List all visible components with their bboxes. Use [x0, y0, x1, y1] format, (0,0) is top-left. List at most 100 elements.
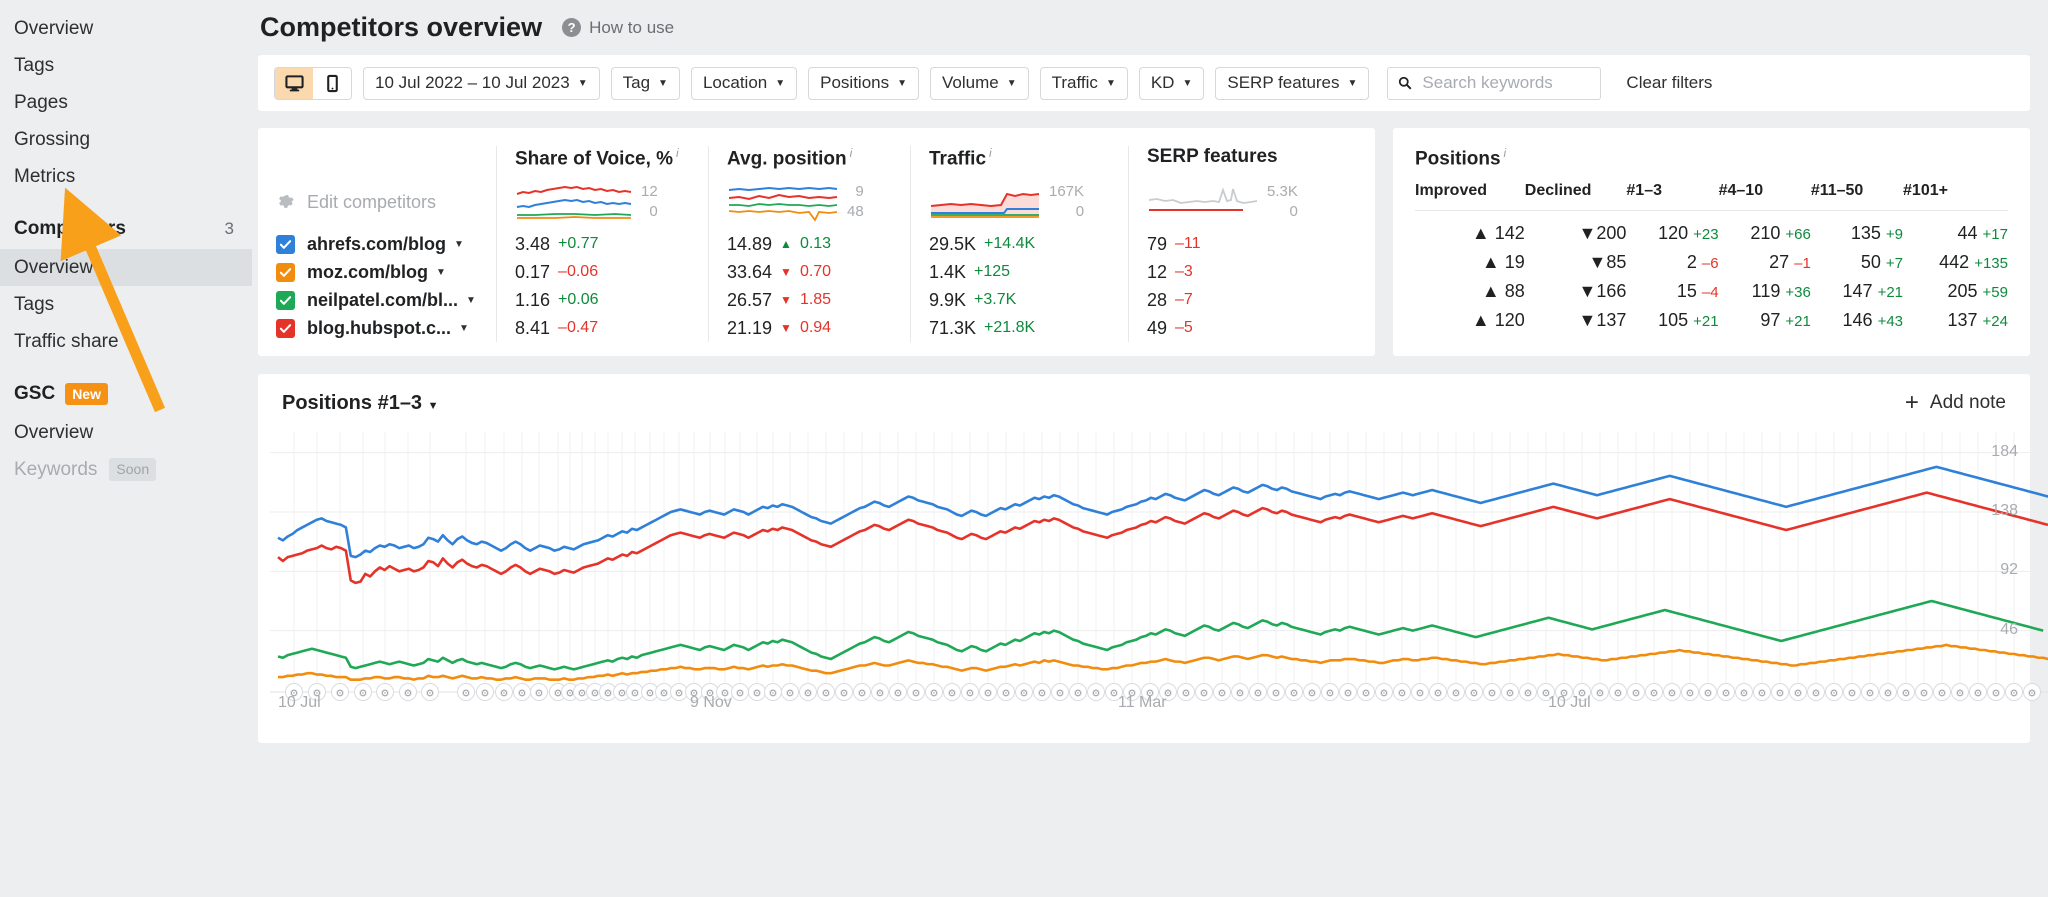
svg-text:⚙: ⚙	[381, 689, 390, 700]
note-marker: ⚙	[2005, 683, 2023, 701]
svg-text:⚙: ⚙	[1272, 689, 1281, 700]
bucket-delta: +17	[1982, 226, 2008, 243]
info-icon[interactable]: i	[849, 146, 853, 160]
chevron-down-icon[interactable]: ▼	[436, 266, 446, 278]
bucket-value: 137	[1947, 310, 1978, 330]
note-marker: ⚙	[1015, 683, 1033, 701]
date-range-picker[interactable]: 10 Jul 2022 – 10 Jul 2023 ▼	[363, 66, 600, 100]
svg-text:⚙: ⚙	[462, 689, 471, 700]
metric-value: 79	[1147, 233, 1168, 254]
svg-text:⚙: ⚙	[2010, 689, 2019, 700]
info-icon[interactable]: i	[676, 146, 679, 160]
note-marker: ⚙	[1087, 683, 1105, 701]
note-marker: ⚙	[817, 683, 835, 701]
sidebar-item-gsc-keywords[interactable]: Keywords Soon	[0, 451, 252, 488]
improved-cell: ▲ 88	[1481, 281, 1525, 301]
svg-text:⚙: ⚙	[1848, 689, 1857, 700]
competitor-name[interactable]: blog.hubspot.c...	[307, 317, 451, 338]
sidebar-section-competitors: Competitors 3	[0, 209, 252, 249]
svg-text:⚙: ⚙	[1560, 689, 1569, 700]
chevron-down-icon: ▼	[577, 77, 588, 89]
note-marker: ⚙	[1537, 683, 1555, 701]
metric-value: 0.17	[515, 261, 551, 282]
mobile-icon[interactable]	[313, 67, 351, 99]
sidebar-item-overview[interactable]: Overview	[0, 10, 252, 47]
filter-kd[interactable]: KD ▼	[1138, 66, 1205, 100]
sidebar-item-gsc-overview[interactable]: Overview	[0, 414, 252, 451]
chevron-down-icon[interactable]: ▼	[454, 238, 464, 250]
sidebar-item-tags[interactable]: Tags	[0, 47, 252, 84]
chart-svg[interactable]: ⚙ ⚙ ⚙ ⚙ ⚙ ⚙ ⚙ ⚙ ⚙ ⚙ ⚙ ⚙ ⚙ ⚙ ⚙ ⚙ ⚙ ⚙ ⚙ ⚙ ⚙ ⚙ ⚙ ⚙ ⚙ ⚙ ⚙ ⚙ ⚙ ⚙ ⚙ ⚙ ⚙ ⚙ ⚙ ⚙ ⚙ ⚙ ⚙ ⚙…	[270, 432, 2048, 722]
col-11-50: #11–50	[1810, 182, 1904, 211]
competitor-name[interactable]: ahrefs.com/blog	[307, 233, 447, 254]
note-marker: ⚙	[1609, 683, 1627, 701]
filter-tag[interactable]: Tag ▼	[610, 66, 680, 100]
info-icon[interactable]: i	[989, 146, 992, 160]
chart-metric-selector[interactable]: Positions #1–3 ▼	[282, 391, 439, 414]
sparkline-svg	[1148, 187, 1258, 211]
search-input[interactable]	[1422, 73, 1591, 93]
note-marker: ⚙	[1933, 683, 1951, 701]
competitor-name[interactable]: neilpatel.com/bl...	[307, 289, 459, 310]
sidebar-item-grossing[interactable]: Grossing	[0, 121, 252, 158]
metric-cell: 0.17 –0.06	[515, 258, 690, 286]
metric-cell: 12 –3	[1147, 258, 1325, 286]
filter-traffic[interactable]: Traffic ▼	[1039, 66, 1128, 100]
device-toggle[interactable]	[274, 66, 352, 100]
y-tick-label: 46	[2000, 620, 2018, 638]
filter-volume[interactable]: Volume ▼	[930, 66, 1029, 100]
sidebar-item-competitors-tags[interactable]: Tags	[0, 286, 252, 323]
desktop-icon[interactable]	[275, 67, 313, 99]
clear-filters-button[interactable]: Clear filters	[1626, 73, 1713, 92]
chart-x-axis: 10 Jul 9 Nov 11 Mar 10 Jul	[258, 694, 2030, 714]
svg-text:⚙: ⚙	[1326, 689, 1335, 700]
chevron-down-icon[interactable]: ▼	[466, 294, 476, 306]
metric-cell: 79 –11	[1147, 230, 1325, 258]
competitor-checkbox[interactable]	[276, 318, 295, 338]
note-marker: ⚙	[457, 683, 475, 701]
trend-down-icon: ▼	[780, 293, 792, 307]
note-marker: ⚙	[1861, 683, 1879, 701]
competitors-count: 3	[224, 219, 234, 238]
svg-text:⚙: ⚙	[1578, 689, 1587, 700]
table-row: ▲ 19 ▼85 2 –6 27 –1 50 +7 442 +135	[1415, 248, 2008, 277]
svg-text:⚙: ⚙	[1938, 689, 1947, 700]
note-marker: ⚙	[1411, 683, 1429, 701]
sidebar-item-competitors-overview[interactable]: Overview	[0, 249, 252, 286]
positions-card: Positions i Improved Declined #1–3 #4–10 …	[1393, 128, 2030, 356]
competitor-checkbox[interactable]	[276, 262, 295, 282]
bucket-delta: +24	[1982, 313, 2008, 330]
note-marker: ⚙	[1357, 683, 1375, 701]
competitor-row: ahrefs.com/blog ▼	[276, 230, 478, 258]
svg-text:⚙: ⚙	[1308, 689, 1317, 700]
search-box[interactable]	[1387, 66, 1602, 100]
note-marker: ⚙	[1771, 683, 1789, 701]
metric-delta: –0.06	[558, 263, 599, 280]
sidebar-item-pages[interactable]: Pages	[0, 84, 252, 121]
sidebar-item-traffic-share[interactable]: Traffic share	[0, 323, 252, 360]
y-tick-label: 184	[1991, 442, 2018, 460]
competitor-name[interactable]: moz.com/blog	[307, 261, 428, 282]
chevron-down-icon[interactable]: ▼	[458, 322, 469, 334]
metric-cell: 26.57 ▼ 1.85	[727, 286, 892, 314]
filter-positions[interactable]: Positions ▼	[808, 66, 920, 100]
how-to-use-link[interactable]: ? How to use	[562, 18, 674, 38]
bucket-value: 146	[1842, 310, 1873, 330]
note-marker: ⚙	[1141, 683, 1159, 701]
note-marker: ⚙	[1753, 683, 1771, 701]
add-note-button[interactable]: + Add note	[1905, 391, 2006, 415]
filter-location[interactable]: Location ▼	[690, 66, 798, 100]
note-marker: ⚙	[476, 683, 494, 701]
plus-icon: +	[1904, 389, 1919, 416]
edit-competitors-button[interactable]: Edit competitors	[276, 174, 478, 230]
sidebar-section-gsc: GSC New	[0, 374, 252, 414]
competitor-checkbox[interactable]	[276, 290, 295, 310]
note-marker: ⚙	[1303, 683, 1321, 701]
competitor-checkbox[interactable]	[276, 234, 295, 254]
filter-serp-features[interactable]: SERP features ▼	[1215, 66, 1370, 100]
declined-cell: ▼85	[1588, 252, 1627, 272]
info-icon[interactable]: i	[1503, 146, 1507, 160]
improved-cell: ▲ 142	[1471, 223, 1525, 243]
svg-text:⚙: ⚙	[426, 689, 435, 700]
sidebar-item-metrics[interactable]: Metrics	[0, 158, 252, 195]
